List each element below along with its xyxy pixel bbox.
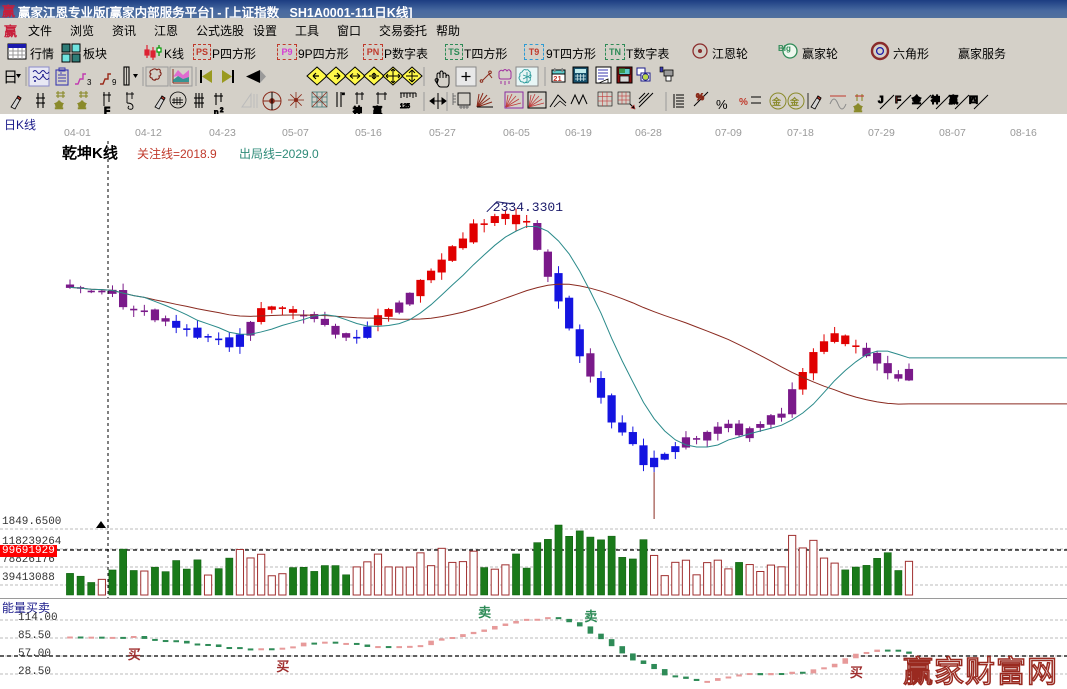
svg-text:赢: 赢 — [373, 105, 382, 114]
svg-text:金: 金 — [853, 103, 863, 113]
svg-text:金: 金 — [54, 100, 64, 110]
svg-text:神: 神 — [931, 94, 940, 105]
svg-text:日: 日 — [3, 69, 18, 86]
svg-text:9: 9 — [112, 78, 117, 87]
svg-text:赢: 赢 — [949, 94, 958, 105]
svg-text:3: 3 — [87, 78, 92, 87]
svg-text:21: 21 — [553, 74, 561, 83]
svg-text:%: % — [696, 92, 704, 102]
svg-text:'': '' — [342, 93, 345, 100]
svg-text:金: 金 — [771, 96, 782, 107]
svg-text:F: F — [104, 106, 110, 114]
svg-text:J: J — [878, 95, 884, 106]
svg-text:%: % — [716, 97, 728, 112]
svg-text:四: 四 — [969, 95, 978, 105]
svg-text:F: F — [895, 95, 901, 106]
svg-text:125: 125 — [400, 104, 411, 110]
svg-text:金: 金 — [789, 96, 800, 107]
svg-text:神: 神 — [353, 105, 362, 114]
svg-text:%: % — [739, 97, 748, 108]
svg-text:金: 金 — [911, 94, 922, 105]
svg-text:金: 金 — [77, 100, 87, 110]
